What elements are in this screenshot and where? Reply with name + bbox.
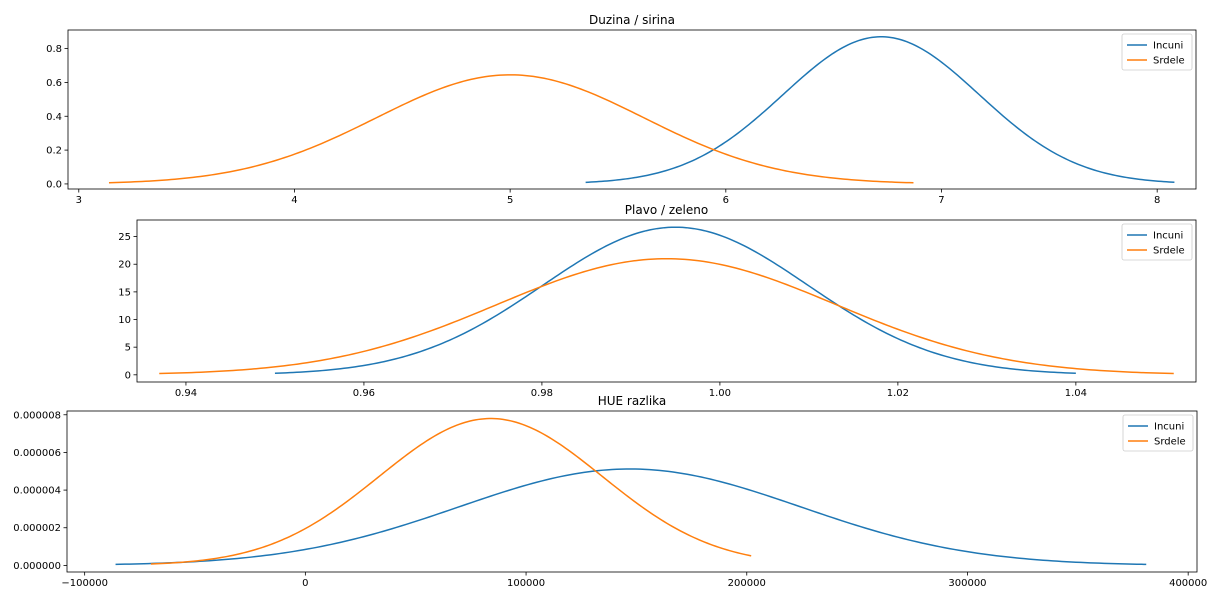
legend-box — [1121, 223, 1193, 261]
y-tick-label: 15 — [118, 287, 131, 298]
plot-frame — [136, 219, 1197, 383]
y-tick-label: 0.000000 — [13, 561, 61, 572]
y-tick-label: 0.8 — [46, 44, 62, 55]
chart-panel-2: 0.94 0.96 0.98 1.00 1.02 1.04 0 5 10 15 20 25 Plavo … — [118, 203, 1197, 399]
legend-label-incuni: Incuni — [1154, 422, 1184, 433]
chart-title: Duzina / sirina — [589, 13, 675, 27]
legend-label-incuni: Incuni — [1153, 41, 1183, 52]
y-tick-label: 0.0 — [46, 179, 62, 190]
legend: Incuni Srdele — [1122, 414, 1194, 452]
y-tick-label: 5 — [125, 343, 131, 354]
y-tick-label: 0.000006 — [13, 448, 61, 459]
legend-box — [1122, 414, 1194, 452]
chart-title: HUE razlika — [598, 394, 667, 408]
chart-title: Plavo / zeleno — [625, 203, 708, 217]
x-tick-label: 5 — [507, 195, 513, 206]
y-tick-label: 0 — [125, 370, 131, 381]
y-tick-label: 0.000004 — [13, 486, 61, 497]
x-tick-label: 4 — [291, 195, 297, 206]
legend-label-srdele: Srdele — [1154, 437, 1186, 448]
x-tick-label: 7 — [938, 195, 944, 206]
y-tick-label: 0.4 — [46, 112, 62, 123]
y-tick-label: 0.2 — [46, 146, 62, 157]
legend-label-srdele: Srdele — [1153, 56, 1185, 67]
chart-panel-3: −100000 0 100000 200000 300000 400000 0.000000… — [13, 394, 1207, 589]
y-tick-label: 0.000008 — [13, 410, 61, 421]
x-tick-label: 0.96 — [353, 388, 375, 399]
series-line-srdele — [108, 74, 914, 184]
series-line-srdele — [150, 417, 752, 565]
x-tick-label: 3 — [76, 195, 82, 206]
series-line-incuni — [115, 468, 1147, 566]
x-tick-label: −100000 — [61, 578, 108, 589]
y-tick-label: 25 — [118, 232, 131, 243]
x-tick-label: 100000 — [507, 578, 545, 589]
plot-frame — [67, 29, 1197, 190]
x-tick-label: 6 — [723, 195, 729, 206]
legend: Incuni Srdele — [1121, 223, 1193, 261]
series-line-incuni — [274, 226, 1076, 375]
series-line-srdele — [159, 257, 1174, 375]
y-tick-label: 10 — [118, 315, 131, 326]
legend-label-incuni: Incuni — [1153, 231, 1183, 242]
series-line-incuni — [585, 36, 1175, 184]
y-tick-label: 0.000002 — [13, 523, 61, 534]
plot-frame — [66, 410, 1198, 573]
chart-panel-1: 3 4 5 6 7 8 0.0 0.2 0.4 0.6 0.8 Duzina / sirina Incu… — [46, 13, 1197, 206]
legend-box — [1121, 33, 1193, 71]
x-tick-label: 1.04 — [1065, 388, 1087, 399]
x-tick-label: 0 — [302, 578, 308, 589]
x-tick-label: 1.02 — [887, 388, 909, 399]
x-tick-label: 8 — [1154, 195, 1160, 206]
x-tick-label: 300000 — [948, 578, 986, 589]
x-tick-label: 0.94 — [175, 388, 197, 399]
legend-label-srdele: Srdele — [1153, 246, 1185, 257]
y-tick-label: 20 — [118, 260, 131, 271]
y-tick-label: 0.6 — [46, 78, 62, 89]
x-tick-label: 0.98 — [531, 388, 553, 399]
legend: Incuni Srdele — [1121, 33, 1193, 71]
x-tick-label: 400000 — [1169, 578, 1207, 589]
x-tick-label: 1.00 — [709, 388, 731, 399]
x-tick-label: 200000 — [728, 578, 766, 589]
